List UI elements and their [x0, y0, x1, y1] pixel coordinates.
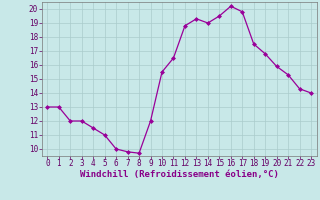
- X-axis label: Windchill (Refroidissement éolien,°C): Windchill (Refroidissement éolien,°C): [80, 170, 279, 179]
